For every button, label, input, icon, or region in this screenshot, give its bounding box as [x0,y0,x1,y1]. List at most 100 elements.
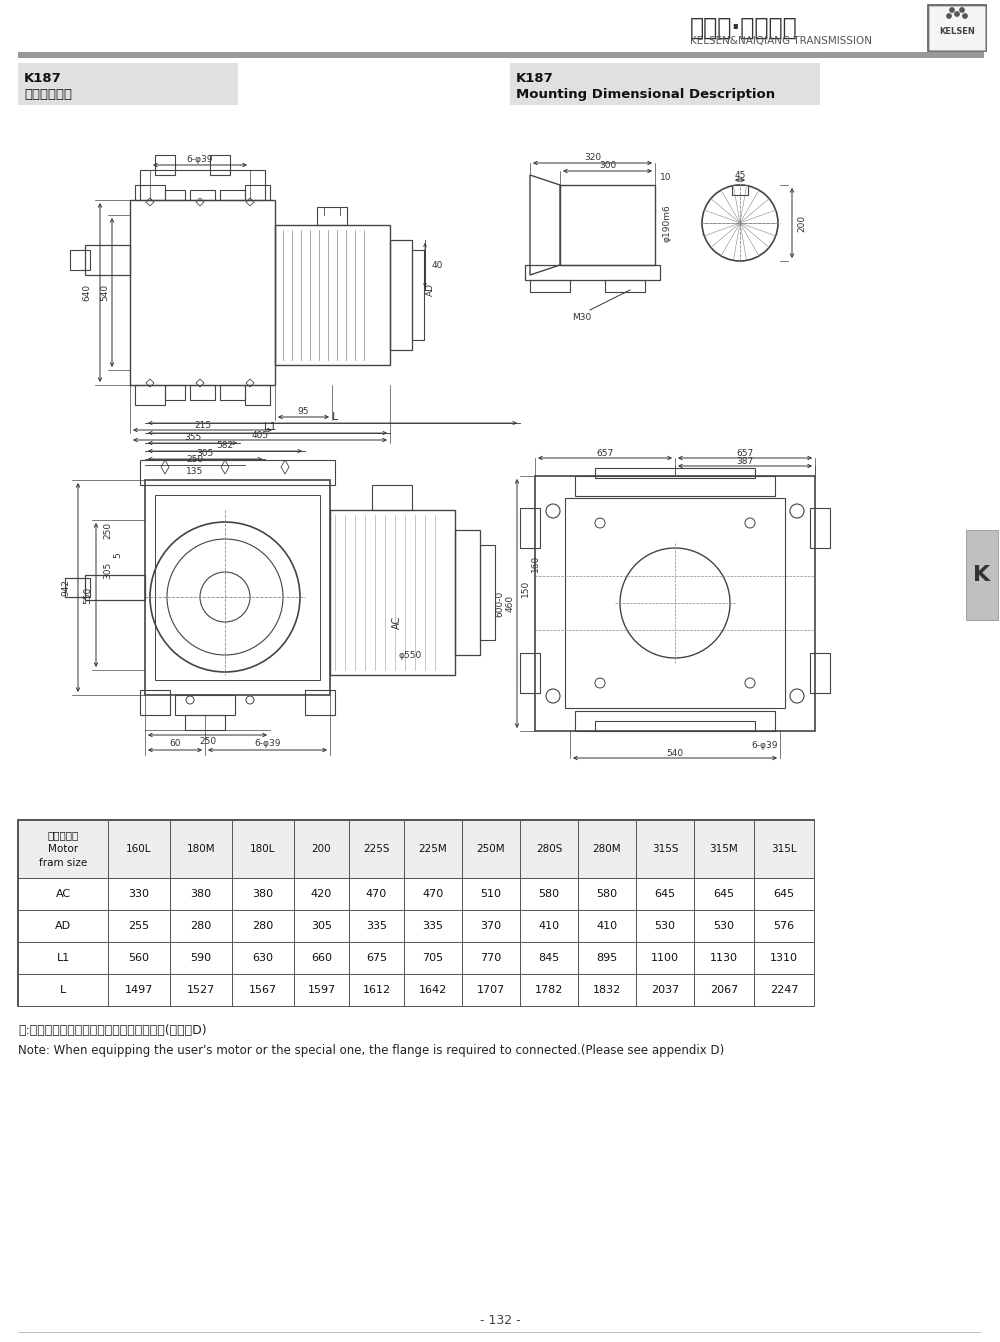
Text: 2067: 2067 [710,985,738,994]
Text: 150: 150 [520,580,530,597]
Bar [190,385,215,400]
Bar [520,509,540,548]
Text: 582: 582 [216,440,234,450]
Bar [210,154,230,174]
Bar [170,820,232,878]
Text: 420: 420 [311,888,332,899]
Text: 460: 460 [506,595,514,612]
Text: 200: 200 [312,844,331,854]
Circle shape [962,13,968,19]
Text: 1130: 1130 [710,953,738,964]
Bar [605,280,645,293]
Text: 600-0: 600-0 [496,590,505,616]
Bar [929,5,985,50]
Text: 530: 530 [714,921,734,931]
Bar [404,820,462,878]
Bar [18,63,238,105]
Bar [694,878,754,910]
Bar [140,460,335,484]
Bar [232,942,294,974]
Bar [462,820,520,878]
Text: L: L [332,412,338,421]
Bar [18,942,108,974]
Text: 470: 470 [422,888,444,899]
Text: 335: 335 [422,921,444,931]
Bar [595,721,755,731]
Text: 580: 580 [596,888,618,899]
Bar [294,974,349,1006]
Text: 645: 645 [713,888,735,899]
Bar [170,910,232,942]
Bar [754,820,814,878]
Text: 380: 380 [190,888,212,899]
Text: K: K [973,565,991,585]
Text: 95: 95 [298,408,309,416]
Bar [462,974,520,1006]
Bar [108,942,170,974]
Text: 645: 645 [773,888,795,899]
Circle shape [950,8,954,12]
Text: L1: L1 [264,421,276,432]
Bar [636,942,694,974]
Bar [520,910,578,942]
Bar [462,910,520,942]
Text: 675: 675 [366,953,387,964]
Text: 1782: 1782 [535,985,563,994]
Text: K187: K187 [24,72,62,85]
Bar [510,63,820,105]
Text: 470: 470 [366,888,387,899]
Bar [595,468,755,478]
Bar [404,974,462,1006]
Text: - 132 -: - 132 - [480,1314,520,1326]
Text: 1527: 1527 [187,985,215,994]
Text: 250M: 250M [477,844,505,854]
Text: 225M: 225M [419,844,447,854]
Bar [636,878,694,910]
Bar [578,942,636,974]
Bar [412,250,424,340]
Bar [694,910,754,942]
Bar [404,942,462,974]
Text: 315L: 315L [771,844,797,854]
Text: M30: M30 [572,313,592,322]
Text: 250: 250 [186,455,204,464]
Bar [462,878,520,910]
Bar [330,510,455,675]
Text: 1832: 1832 [593,985,621,994]
Bar [245,185,270,200]
Bar [135,385,165,405]
Text: AD: AD [426,283,434,297]
Text: 1497: 1497 [125,985,153,994]
Text: AC: AC [392,616,402,628]
Text: 645: 645 [654,888,676,899]
Text: 1642: 1642 [419,985,447,994]
Bar [754,974,814,1006]
Text: 225S: 225S [363,844,390,854]
Text: 45: 45 [734,170,746,180]
Bar [170,942,232,974]
Bar [480,545,495,640]
Bar [754,910,814,942]
Bar [578,878,636,910]
Text: 660: 660 [311,953,332,964]
Circle shape [946,13,952,19]
Bar [694,820,754,878]
Text: 315M: 315M [710,844,738,854]
Bar [108,910,170,942]
Bar [520,942,578,974]
Text: 540: 540 [100,285,110,301]
Text: 942: 942 [62,578,70,596]
Bar [155,495,320,680]
Bar [130,200,275,385]
Bar [372,484,412,510]
Bar [349,878,404,910]
Text: 1100: 1100 [651,953,679,964]
Text: 280: 280 [190,921,212,931]
Text: 895: 895 [596,953,618,964]
Bar [462,942,520,974]
Text: 300: 300 [599,161,616,170]
Text: 705: 705 [422,953,444,964]
Bar [108,974,170,1006]
Text: 405: 405 [251,431,269,439]
Bar [145,480,330,695]
